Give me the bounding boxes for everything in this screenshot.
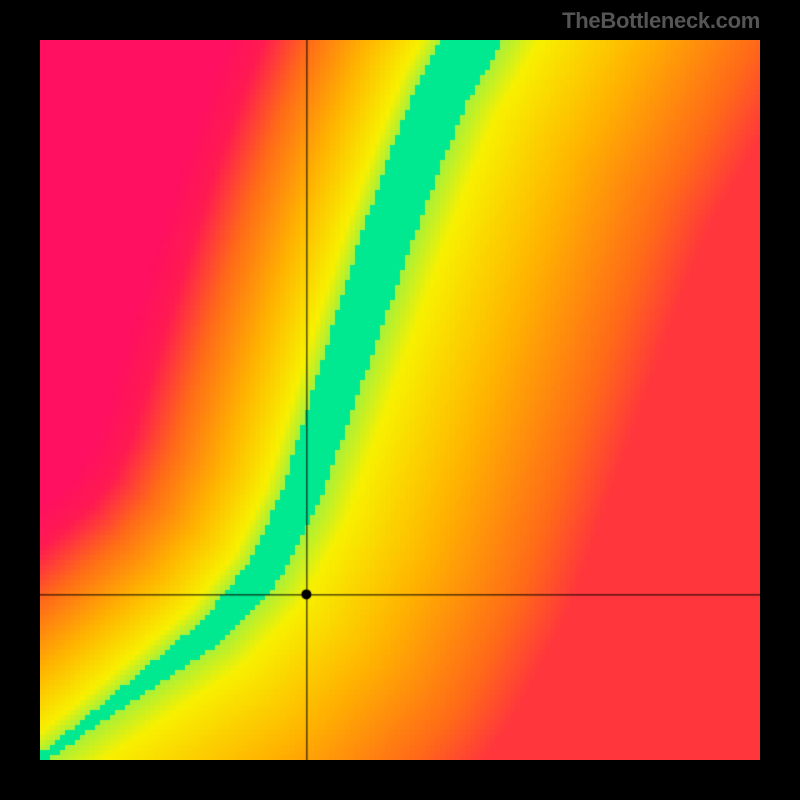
- chart-container: TheBottleneck.com: [0, 0, 800, 800]
- heatmap-canvas: [40, 40, 760, 760]
- watermark-text: TheBottleneck.com: [562, 8, 760, 34]
